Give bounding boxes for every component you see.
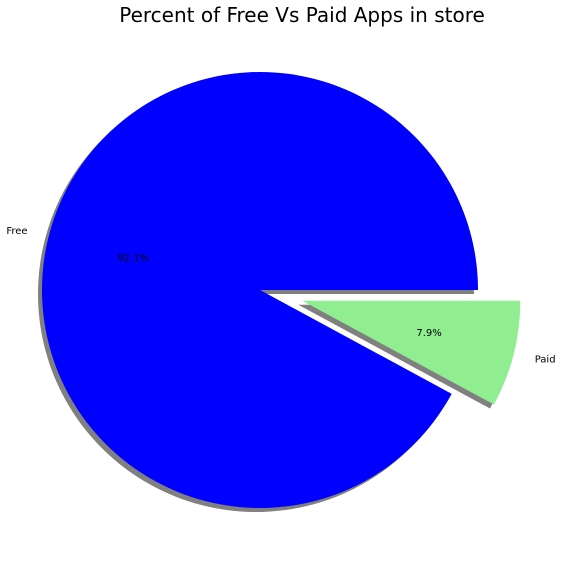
slice-label-free: Free bbox=[6, 226, 27, 237]
slice-paid bbox=[302, 300, 521, 405]
pie-slices bbox=[41, 71, 521, 508]
slice-free bbox=[41, 71, 478, 508]
pie-labels: Free 92.1% Paid 7.9% bbox=[6, 226, 555, 366]
chart-title: Percent of Free Vs Paid Apps in store bbox=[119, 3, 485, 27]
slice-percent-paid: 7.9% bbox=[416, 328, 441, 339]
slice-percent-free: 92.1% bbox=[117, 253, 149, 264]
slice-label-paid: Paid bbox=[535, 355, 556, 366]
